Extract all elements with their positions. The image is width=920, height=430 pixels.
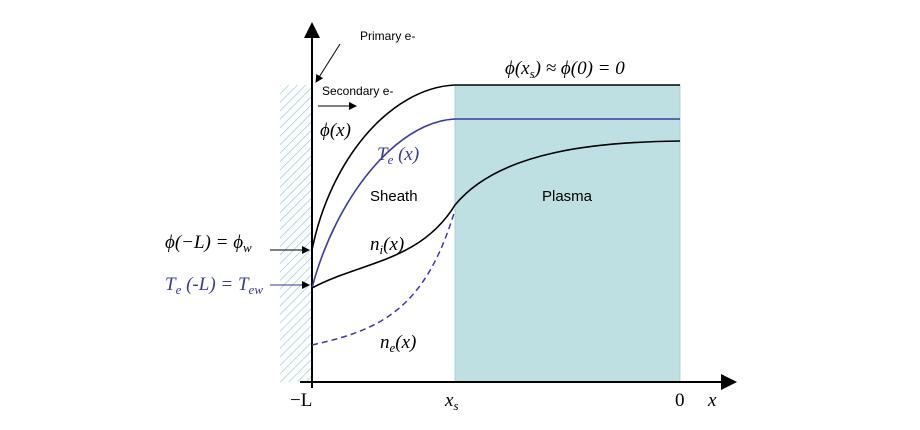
ni-curve — [311, 140, 681, 289]
boundary-label: ϕ(xs) ≈ ϕ(0) = 0 — [505, 58, 625, 81]
sheath-label: Sheath — [370, 188, 418, 205]
tick-label: xs — [444, 390, 459, 413]
phi-curve — [311, 84, 680, 251]
te-curve — [311, 118, 680, 289]
x-axis-label: x — [707, 390, 717, 411]
phi-label: ϕ(x) — [320, 120, 351, 141]
phi-wall-label: ϕ(−L) = ϕw — [165, 232, 252, 255]
te-wall-label: Te (-L) = Tew — [165, 274, 263, 297]
tick-label: −L — [290, 390, 312, 411]
plasma-region — [454, 84, 681, 383]
ne-label: ne(x) — [380, 332, 416, 355]
ne-curve — [311, 209, 456, 346]
te-label: Te (x) — [377, 144, 419, 167]
plasma-label: Plasma — [542, 188, 593, 205]
secondary-label: Secondary e- — [322, 84, 393, 98]
tick-label: 0 — [675, 390, 685, 411]
primary-arrow — [315, 43, 341, 83]
primary-label: Primary e- — [360, 29, 415, 43]
wall — [280, 85, 312, 382]
ni-label: ni(x) — [370, 234, 404, 257]
